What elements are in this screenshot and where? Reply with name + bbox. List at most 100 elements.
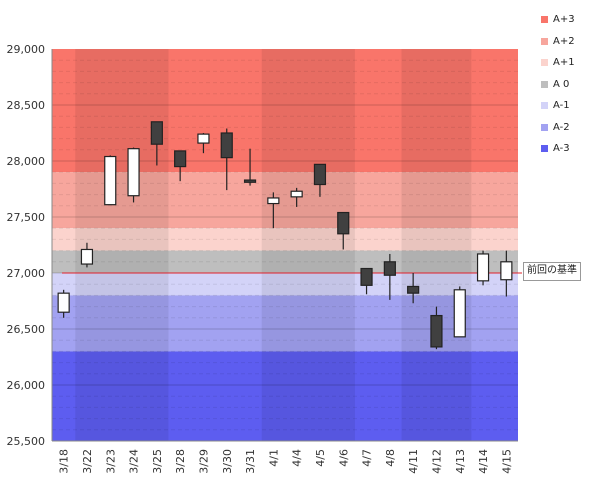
band-Aplus1 (52, 228, 518, 251)
x-tick-label: 3/31 (244, 449, 257, 474)
candle-body (313, 163, 327, 186)
candle (383, 253, 396, 300)
candle-body (500, 261, 513, 281)
legend-label: A+1 (553, 57, 575, 69)
x-tick-label: 4/7 (361, 449, 374, 467)
candle-body (104, 155, 117, 206)
y-tick-label: 27,500 (7, 211, 46, 224)
candle-body (476, 253, 490, 282)
legend-label: A+3 (553, 14, 575, 26)
legend-item: A-2 (541, 117, 597, 139)
x-tick-label: 3/23 (104, 449, 117, 474)
candle-body (383, 261, 396, 276)
legend-swatch (541, 80, 548, 88)
x-tick-label: 3/29 (197, 449, 210, 474)
candle-body (337, 211, 350, 235)
candle-body (80, 248, 94, 265)
x-tick-label: 4/11 (407, 449, 420, 474)
x-tick-label: 4/8 (384, 449, 397, 467)
legend-swatch (541, 59, 548, 67)
legend-item: A+3 (541, 9, 597, 31)
y-tick-label: 26,000 (7, 379, 46, 392)
period-shading (75, 49, 472, 441)
legend-item: A+2 (541, 31, 597, 53)
candle (220, 128, 233, 191)
band-Aminus3 (52, 351, 518, 441)
candle (407, 273, 420, 304)
candle-body (150, 121, 163, 145)
y-tick-label: 26,500 (7, 323, 46, 336)
axes (51, 49, 518, 442)
x-tick-label: 4/5 (314, 449, 327, 467)
candle (197, 133, 210, 154)
candle-body (174, 150, 187, 168)
candle-body (127, 148, 140, 197)
candle (313, 163, 327, 197)
week-shade (75, 49, 169, 441)
x-tick-label: 3/24 (128, 449, 141, 474)
x-tick-label: 3/30 (221, 449, 234, 474)
y-tick-labels: 25,500 26,000 26,500 27,000 27,500 28,000 28,5… (7, 43, 46, 448)
candle-body (453, 289, 466, 338)
x-tick-label: 4/12 (430, 449, 443, 474)
x-tick-labels: 3/18 3/22 3/23 3/24 3/25 3/28 3/29 3/30 3/31 4/1 4… (58, 449, 514, 474)
legend-label: A+2 (553, 35, 575, 47)
x-tick-label: 4/13 (454, 449, 467, 474)
candle (267, 192, 280, 229)
reference-line-label: 前回の基準 (523, 262, 581, 281)
legend-swatch (541, 37, 548, 45)
candle-body (267, 197, 280, 205)
grid-lines (52, 59, 518, 431)
x-tick-label: 4/4 (291, 449, 304, 467)
candle (476, 250, 490, 286)
x-tick-label: 3/18 (58, 449, 71, 474)
candle-body (243, 179, 257, 183)
candle (360, 267, 373, 295)
candles (57, 121, 513, 350)
candle-body (430, 314, 443, 348)
x-tick-label: 4/14 (477, 449, 490, 474)
candle (57, 289, 70, 318)
candle (150, 121, 163, 166)
legend-swatch (541, 102, 548, 110)
y-tick-label: 28,500 (7, 99, 46, 112)
legend-item: A-1 (541, 95, 597, 117)
legend-swatch (541, 16, 548, 24)
candle-body (197, 133, 210, 144)
x-tick-label: 4/1 (267, 449, 280, 467)
candle (174, 150, 187, 182)
candle (127, 147, 140, 203)
candle (453, 286, 466, 338)
x-tick-label: 4/15 (500, 449, 513, 474)
candle (337, 211, 350, 250)
y-tick-label: 29,000 (7, 43, 46, 56)
week-shade (401, 49, 472, 441)
candle (104, 155, 117, 206)
band-A0 (52, 250, 518, 273)
x-tick-label: 3/22 (81, 449, 94, 474)
candle (290, 187, 303, 207)
x-tick-label: 3/28 (174, 449, 187, 474)
legend-label: A-3 (553, 143, 570, 155)
candle-body (407, 285, 420, 294)
candle-body (290, 190, 303, 198)
candle-body (57, 292, 70, 313)
candle (80, 242, 94, 268)
legend: A+3 A+2 A+1 A 0 A-1 A-2 A-3 (541, 9, 597, 160)
legend-swatch (541, 123, 548, 131)
week-shade (261, 49, 355, 441)
y-tick-label: 27,000 (7, 267, 46, 280)
legend-item: A-3 (541, 138, 597, 160)
candle (243, 148, 257, 186)
legend-label: A-1 (553, 100, 570, 112)
candle (430, 306, 443, 350)
candle-body (360, 267, 373, 286)
candle (500, 250, 513, 297)
y-tick-label: 25,500 (7, 435, 46, 448)
band-Aminus1 (52, 273, 518, 296)
y-tick-label: 28,000 (7, 155, 46, 168)
x-tick-label: 4/6 (337, 449, 350, 467)
legend-label: A 0 (553, 78, 570, 90)
x-tick-label: 3/25 (151, 449, 164, 474)
